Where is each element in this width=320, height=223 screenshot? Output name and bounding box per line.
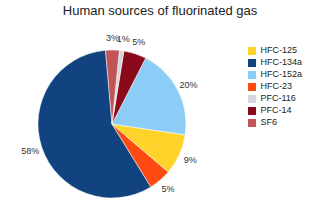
html-text:HFC-125: HFC-125 (260, 45, 297, 55)
html-text:Human sources of fluorinated g: Human sources of fluorinated gas (62, 3, 258, 18)
html-text:HFC-23: HFC-23 (260, 81, 292, 91)
html-text:SF6: SF6 (260, 117, 277, 127)
html-text:PFC-116: PFC-116 (260, 93, 296, 103)
html-text:HFC-134a: HFC-134a (260, 57, 302, 67)
svg-text:20%: 20% (179, 80, 197, 90)
svg-text:58%: 58% (21, 146, 39, 156)
html-text:HFC-152a: HFC-152a (260, 69, 302, 79)
svg-text:9%: 9% (184, 155, 197, 165)
svg-text:5%: 5% (132, 37, 145, 47)
svg-text:5%: 5% (162, 184, 175, 194)
svg-text:3%: 3% (106, 33, 119, 43)
svg-text:1%: 1% (116, 33, 130, 44)
html-text:PFC-14: PFC-14 (260, 105, 292, 115)
